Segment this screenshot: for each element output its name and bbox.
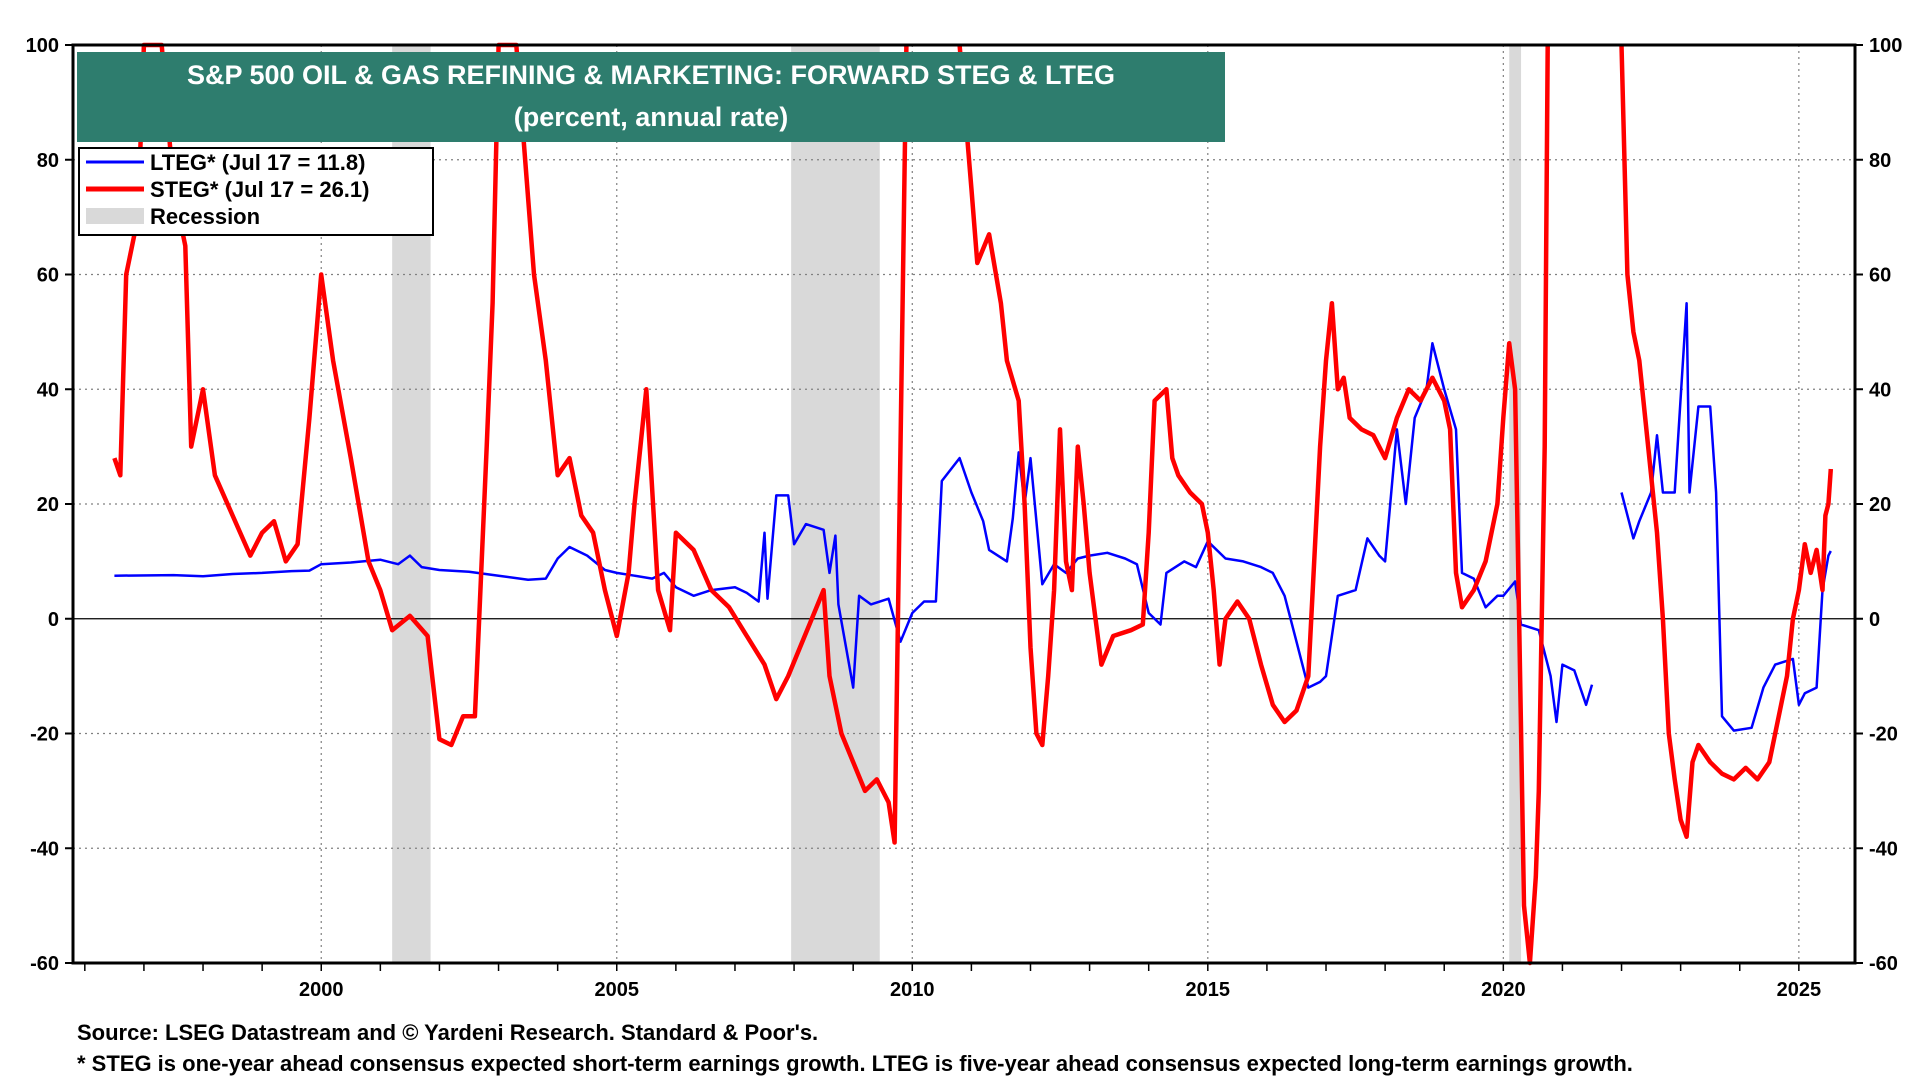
steg-series-line: [957, 44, 1550, 966]
y-tick-label-right: 20: [1869, 494, 1891, 516]
source-note: Source: LSEG Datastream and © Yardeni Re…: [77, 1020, 818, 1045]
y-tick-label-right: -40: [1869, 838, 1898, 860]
title-box: S&P 500 OIL & GAS REFINING & MARKETING: …: [77, 52, 1225, 142]
x-tick-label: 2025: [1777, 979, 1822, 1001]
definition-note: * STEG is one-year ahead consensus expec…: [77, 1051, 1633, 1076]
y-tick-label-left: 80: [37, 150, 59, 172]
y-tick-label-right: -20: [1869, 724, 1898, 746]
legend-swatch-recession: [86, 208, 144, 224]
steg-series-line: [1619, 44, 1834, 840]
y-tick-label-left: 20: [37, 494, 59, 516]
x-tick-label: 2005: [595, 979, 640, 1001]
lteg-series-line: [1620, 301, 1832, 732]
legend-label-recession: Recession: [150, 204, 260, 229]
legend: LTEG* (Jul 17 = 11.8) STEG* (Jul 17 = 26…: [78, 147, 434, 236]
y-tick-label-left: -40: [30, 838, 59, 860]
y-tick-label-right: 60: [1869, 265, 1891, 287]
y-tick-label-right: 0: [1869, 609, 1880, 631]
lteg-series-line: [114, 342, 1594, 724]
y-tick-label-left: 60: [37, 265, 59, 287]
y-tick-label-left: 100: [26, 35, 59, 57]
legend-label-lteg: LTEG* (Jul 17 = 11.8): [150, 150, 365, 175]
y-tick-label-right: -60: [1869, 953, 1898, 975]
y-tick-label-right: 80: [1869, 150, 1891, 172]
y-tick-label-left: -60: [30, 953, 59, 975]
chart-title: S&P 500 OIL & GAS REFINING & MARKETING: …: [187, 60, 1115, 90]
y-tick-label-left: -20: [30, 724, 59, 746]
y-axis-left: -60 -40 -20 0 20 40 60 80 100: [26, 35, 73, 975]
legend-label-steg: STEG* (Jul 17 = 26.1): [150, 177, 369, 202]
y-tick-label-right: 40: [1869, 379, 1891, 401]
x-tick-label: 2000: [299, 979, 344, 1001]
x-axis: 2000 2005 2010 2015 2020 2025: [84, 963, 1822, 1001]
y-tick-label-right: 100: [1869, 35, 1902, 57]
chart-subtitle: (percent, annual rate): [514, 102, 789, 132]
x-tick-label: 2015: [1186, 979, 1231, 1001]
y-axis-right: -60 -40 -20 0 20 40 60 80 100: [1855, 35, 1902, 975]
y-tick-label-left: 40: [37, 379, 59, 401]
x-tick-label: 2020: [1481, 979, 1526, 1001]
x-tick-label: 2010: [890, 979, 935, 1001]
y-tick-label-left: 0: [48, 609, 59, 631]
